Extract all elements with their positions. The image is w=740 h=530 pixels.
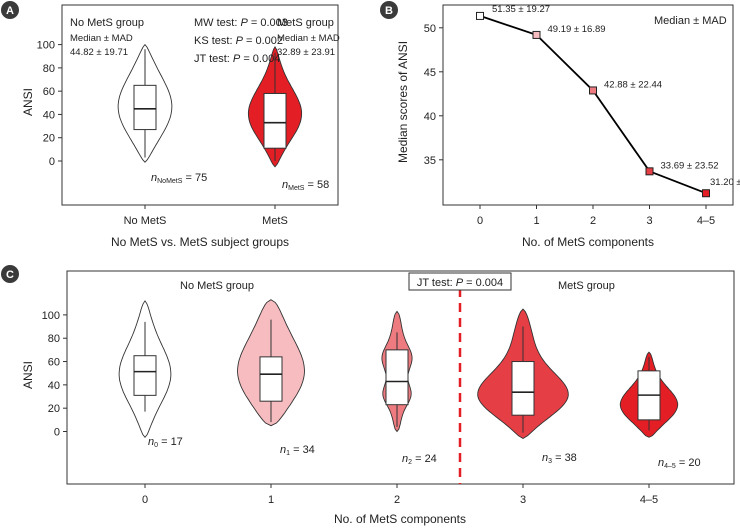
panel-a-x-ticks: No MetS MetS — [124, 205, 288, 227]
panel-c-y-axis-label: ANSI — [21, 361, 35, 389]
panel-b-frame — [442, 4, 734, 206]
panel-c-y-tick-label: 80 — [48, 333, 60, 345]
panel-b-point-label-3: 33.69 ± 23.52 — [661, 160, 719, 171]
panel-a-y-ticks: 0 20 40 60 80 100 — [37, 40, 62, 168]
panel-a-frame — [61, 4, 339, 206]
panel-b: B 35 40 45 50 Median scores of ANSI 0 1 2 3 4–5… — [380, 1, 740, 249]
panel-c-y-tick-label: 0 — [54, 427, 60, 439]
panel-c-box-0 — [133, 355, 157, 396]
panel-b-y-tick-label: 35 — [424, 155, 436, 167]
panel-c-n-1: n1 = 34 — [280, 444, 315, 457]
panel-b-x-ticks: 0 1 2 3 4–5 — [477, 205, 715, 227]
panel-a-x-tick-label: No MetS — [124, 215, 167, 227]
panel-b-x-tick-label: 2 — [590, 215, 596, 227]
panel-a-mets-stat-label: Median ± MAD — [277, 33, 340, 44]
panel-a-mets-stat-value: 32.89 ± 23.91 — [277, 47, 335, 58]
panel-a-x-axis-label: No MetS vs. MetS subject groups — [111, 235, 289, 249]
panel-a-no-mets-title: No MetS group — [70, 17, 144, 29]
panel-a-violins — [117, 43, 303, 168]
panel-b-x-tick-label: 1 — [533, 215, 539, 227]
panel-a-box-0 — [133, 84, 157, 131]
panel-a-no-mets-stat-label: Median ± MAD — [70, 33, 133, 44]
panel-a-badge-label: A — [6, 5, 14, 17]
panel-c-x-tick-label: 1 — [268, 494, 274, 506]
panel-a-y-tick-label: 40 — [43, 109, 55, 121]
panel-a-no-mets-stat-value: 44.82 ± 19.71 — [70, 47, 128, 58]
panel-c-y-tick-label: 20 — [48, 403, 60, 415]
panel-a-x-tick-label: MetS — [262, 215, 288, 227]
panel-b-point-3 — [645, 167, 654, 176]
panel-b-x-tick-label: 3 — [646, 215, 652, 227]
panel-a-mets-title: MetS group — [277, 17, 334, 29]
panel-a-no-mets-n: nNoMetS = 75 — [151, 172, 207, 185]
panel-c-violins — [118, 299, 679, 440]
panel-b-badge-label: B — [385, 5, 393, 17]
panel-c-y-tick-label: 40 — [48, 380, 60, 392]
panel-c-n-0: n0 = 17 — [148, 436, 183, 449]
panel-a-y-tick-label: 80 — [43, 63, 55, 75]
panel-a-badge — [1, 1, 19, 19]
panel-c-n-2: n2 = 24 — [402, 453, 437, 466]
panel-c-x-tick-label: 2 — [394, 494, 400, 506]
panel-c-no-mets-group-label: No MetS group — [180, 280, 254, 292]
panel-c-x-tick-label: 4–5 — [640, 494, 658, 506]
panel-b-point-2 — [589, 86, 597, 95]
panel-b-x-axis-label: No. of MetS components — [522, 235, 654, 249]
panel-c-badge-label: C — [6, 269, 14, 281]
panel-b-y-ticks: 35 40 45 50 — [424, 23, 443, 167]
panel-b-point-0 — [476, 11, 484, 20]
panel-c-x-tick-label: 3 — [520, 494, 526, 506]
panel-b-x-tick-label: 4–5 — [697, 215, 715, 227]
panel-c: C 0 20 40 60 80 100 ANSI 0 1 2 3 4–5 No. of MetS … — [1, 265, 735, 526]
panel-c-x-ticks: 0 1 2 3 4–5 — [142, 484, 658, 506]
panel-c-x-axis-label: No. of MetS components — [334, 512, 466, 526]
panel-a-test-mw: MW test: P = 0.003 — [194, 17, 288, 29]
panel-c-n-4: n4–5 = 20 — [658, 457, 701, 470]
panel-c-box-2 — [385, 349, 409, 406]
panel-a-test-ks: KS test: P = 0.002 — [194, 35, 283, 47]
panel-a-y-tick-label: 20 — [43, 133, 55, 145]
panel-c-y-tick-label: 100 — [42, 310, 60, 322]
panel-b-badge — [380, 1, 398, 19]
panel-c-frame — [66, 270, 735, 485]
panel-a-y-tick-label: 0 — [49, 156, 55, 168]
panel-b-x-tick-label: 0 — [477, 215, 483, 227]
panel-c-badge — [1, 265, 19, 283]
panel-c-box-3 — [511, 361, 535, 416]
panel-b-y-tick-label: 45 — [424, 67, 436, 79]
panel-b-legend: Median ± MAD — [654, 15, 727, 27]
panel-c-n-3: n3 = 38 — [542, 452, 577, 465]
panel-b-point-label-1: 49.19 ± 16.89 — [548, 24, 606, 35]
panel-a-y-tick-label: 60 — [43, 86, 55, 98]
panel-b-point-label-4: 31.20 ± 25.61 — [710, 177, 740, 188]
panel-b-y-tick-label: 40 — [424, 111, 436, 123]
panel-a-box-1 — [263, 92, 287, 149]
panel-b-point-1 — [532, 30, 541, 39]
panel-b-y-tick-label: 50 — [424, 23, 436, 35]
panel-b-plot: 51.35 ± 19.27 49.19 ± 16.89 42.88 ± 22.44 3… — [476, 4, 740, 198]
panel-c-y-tick-label: 60 — [48, 357, 60, 369]
panel-a-mets-n: nMetS = 58 — [282, 179, 329, 192]
panel-c-mets-group-label: MetS group — [558, 280, 615, 292]
panel-b-point-4 — [702, 189, 710, 198]
panel-b-point-label-2: 42.88 ± 22.44 — [604, 79, 662, 90]
panel-b-y-axis-label: Median scores of ANSI — [396, 41, 410, 163]
panel-c-test-box — [408, 272, 512, 291]
panel-b-point-label-0: 51.35 ± 19.27 — [492, 4, 550, 15]
panel-a-y-tick-label: 100 — [37, 40, 55, 52]
panel-c-y-ticks: 0 20 40 60 80 100 — [42, 310, 67, 439]
panel-a-y-axis-label: ANSI — [21, 88, 35, 116]
panel-c-x-tick-label: 0 — [142, 494, 148, 506]
panel-a-test-jt: JT test: P = 0.004 — [194, 53, 280, 65]
panel-a: A 0 20 40 60 80 100 ANSI No MetS MetS No MetS … — [1, 1, 340, 249]
panel-c-box-1 — [259, 356, 283, 402]
panel-c-test-label: JT test: P = 0.004 — [417, 277, 503, 289]
